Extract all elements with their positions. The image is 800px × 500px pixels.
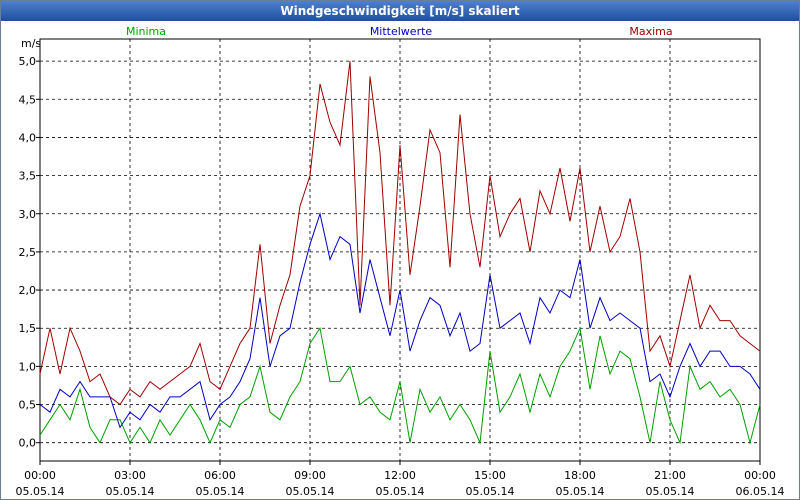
y-tick-label: 2,5 <box>19 246 37 259</box>
title-bar: Windgeschwindigkeit [m/s] skaliert <box>1 1 799 21</box>
chart: m/s 0,0 0,5 1,0 1,5 2,0 2,5 3,0 3,5 4,0 4,5 5,0 00:… <box>16 25 785 498</box>
legend-label: Minima <box>126 25 166 38</box>
x-tick-label: 06:00 <box>204 469 236 482</box>
y-tick-label: 3,0 <box>19 208 37 221</box>
x-tick-date: 05.05.14 <box>466 485 515 498</box>
series-line <box>39 326 761 445</box>
y-tick-label: 1,5 <box>19 322 37 335</box>
y-tick-label: 4,0 <box>19 131 37 144</box>
legend-label: Maxima <box>629 25 672 38</box>
y-tick-label: 4,5 <box>19 93 37 106</box>
x-tick-label: 21:00 <box>654 469 686 482</box>
x-tick-label: 00:00 <box>24 469 56 482</box>
x-tick-date: 05.05.14 <box>106 485 155 498</box>
x-tick-date: 05.05.14 <box>376 485 425 498</box>
x-tick-date: 05.05.14 <box>196 485 245 498</box>
x-tick-date: 06.05.14 <box>736 485 785 498</box>
y-axis-label: m/s <box>21 37 41 50</box>
y-tick-label: 0,5 <box>19 399 37 412</box>
x-tick-date: 05.05.14 <box>556 485 605 498</box>
series-line <box>39 61 761 406</box>
x-tick-label: 18:00 <box>564 469 596 482</box>
y-tick-label: 2,0 <box>19 284 37 297</box>
y-tick-label: 5,0 <box>19 55 37 68</box>
y-tick-label: 0,0 <box>19 437 37 450</box>
x-tick-label: 15:00 <box>474 469 506 482</box>
y-tick-label: 3,5 <box>19 170 37 183</box>
x-tick-date: 05.05.14 <box>286 485 335 498</box>
y-tick-label: 1,0 <box>19 360 37 373</box>
x-tick-label: 03:00 <box>114 469 146 482</box>
legend-label: Mittelwerte <box>370 25 433 38</box>
x-tick-date: 05.05.14 <box>646 485 695 498</box>
x-tick-label: 09:00 <box>294 469 326 482</box>
x-tick-date: 05.05.14 <box>16 485 65 498</box>
x-tick-label: 00:00 <box>744 469 776 482</box>
series-line <box>39 211 761 429</box>
x-tick-label: 12:00 <box>384 469 416 482</box>
